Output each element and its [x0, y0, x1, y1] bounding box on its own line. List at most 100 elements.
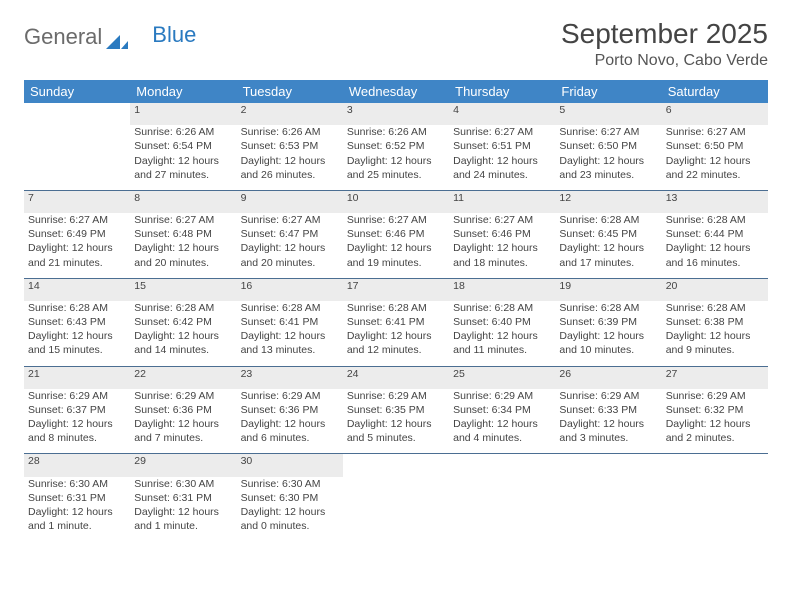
daylight-text: Daylight: 12 hours and 22 minutes. [666, 154, 764, 182]
sunset-text: Sunset: 6:51 PM [453, 139, 551, 153]
day-number-cell: 16 [237, 278, 343, 301]
weekday-header-row: Sunday Monday Tuesday Wednesday Thursday… [24, 80, 768, 103]
day-data-cell: Sunrise: 6:27 AMSunset: 6:50 PMDaylight:… [662, 125, 768, 190]
sunset-text: Sunset: 6:52 PM [347, 139, 445, 153]
weekday-header: Thursday [449, 80, 555, 103]
day-data-cell: Sunrise: 6:27 AMSunset: 6:51 PMDaylight:… [449, 125, 555, 190]
daylight-text: Daylight: 12 hours and 13 minutes. [241, 329, 339, 357]
daylight-text: Daylight: 12 hours and 25 minutes. [347, 154, 445, 182]
sunrise-text: Sunrise: 6:27 AM [347, 213, 445, 227]
day-data-cell: Sunrise: 6:28 AMSunset: 6:45 PMDaylight:… [555, 213, 661, 278]
logo-sail-icon [106, 29, 128, 45]
day-number-cell: 18 [449, 278, 555, 301]
day-number-row: 78910111213 [24, 190, 768, 213]
day-number-cell: 1 [130, 103, 236, 125]
day-data-cell [662, 477, 768, 542]
sunrise-text: Sunrise: 6:28 AM [559, 301, 657, 315]
daylight-text: Daylight: 12 hours and 0 minutes. [241, 505, 339, 533]
sunset-text: Sunset: 6:43 PM [28, 315, 126, 329]
day-number-cell: 6 [662, 103, 768, 125]
sunrise-text: Sunrise: 6:27 AM [28, 213, 126, 227]
day-data-cell [343, 477, 449, 542]
sunrise-text: Sunrise: 6:30 AM [241, 477, 339, 491]
daylight-text: Daylight: 12 hours and 7 minutes. [134, 417, 232, 445]
daylight-text: Daylight: 12 hours and 2 minutes. [666, 417, 764, 445]
logo: General Blue [24, 18, 196, 50]
sunset-text: Sunset: 6:35 PM [347, 403, 445, 417]
sunrise-text: Sunrise: 6:26 AM [347, 125, 445, 139]
day-number-cell [24, 103, 130, 125]
sunrise-text: Sunrise: 6:29 AM [241, 389, 339, 403]
sunset-text: Sunset: 6:32 PM [666, 403, 764, 417]
day-data-cell: Sunrise: 6:28 AMSunset: 6:44 PMDaylight:… [662, 213, 768, 278]
sunrise-text: Sunrise: 6:29 AM [134, 389, 232, 403]
daylight-text: Daylight: 12 hours and 23 minutes. [559, 154, 657, 182]
daylight-text: Daylight: 12 hours and 12 minutes. [347, 329, 445, 357]
day-number-cell [555, 454, 661, 477]
sunset-text: Sunset: 6:39 PM [559, 315, 657, 329]
day-data-cell: Sunrise: 6:30 AMSunset: 6:30 PMDaylight:… [237, 477, 343, 542]
day-data-cell [555, 477, 661, 542]
sunset-text: Sunset: 6:31 PM [28, 491, 126, 505]
sunrise-text: Sunrise: 6:30 AM [28, 477, 126, 491]
sunrise-text: Sunrise: 6:29 AM [666, 389, 764, 403]
day-number-cell: 8 [130, 190, 236, 213]
sunrise-text: Sunrise: 6:27 AM [559, 125, 657, 139]
day-number-row: 123456 [24, 103, 768, 125]
day-number-cell: 5 [555, 103, 661, 125]
daylight-text: Daylight: 12 hours and 10 minutes. [559, 329, 657, 357]
day-data-cell: Sunrise: 6:29 AMSunset: 6:34 PMDaylight:… [449, 389, 555, 454]
daylight-text: Daylight: 12 hours and 20 minutes. [241, 241, 339, 269]
sunrise-text: Sunrise: 6:30 AM [134, 477, 232, 491]
day-data-cell: Sunrise: 6:28 AMSunset: 6:38 PMDaylight:… [662, 301, 768, 366]
day-data-cell: Sunrise: 6:29 AMSunset: 6:36 PMDaylight:… [130, 389, 236, 454]
sunrise-text: Sunrise: 6:29 AM [559, 389, 657, 403]
sunset-text: Sunset: 6:53 PM [241, 139, 339, 153]
sunset-text: Sunset: 6:46 PM [347, 227, 445, 241]
calendar-table: Sunday Monday Tuesday Wednesday Thursday… [24, 80, 768, 541]
sunset-text: Sunset: 6:31 PM [134, 491, 232, 505]
day-number-cell [343, 454, 449, 477]
daylight-text: Daylight: 12 hours and 18 minutes. [453, 241, 551, 269]
day-number-cell: 12 [555, 190, 661, 213]
day-number-cell: 25 [449, 366, 555, 389]
day-number-cell: 7 [24, 190, 130, 213]
day-data-cell: Sunrise: 6:27 AMSunset: 6:50 PMDaylight:… [555, 125, 661, 190]
day-data-row: Sunrise: 6:27 AMSunset: 6:49 PMDaylight:… [24, 213, 768, 278]
day-data-cell: Sunrise: 6:27 AMSunset: 6:47 PMDaylight:… [237, 213, 343, 278]
daylight-text: Daylight: 12 hours and 11 minutes. [453, 329, 551, 357]
day-number-cell: 11 [449, 190, 555, 213]
day-data-cell: Sunrise: 6:30 AMSunset: 6:31 PMDaylight:… [130, 477, 236, 542]
sunset-text: Sunset: 6:34 PM [453, 403, 551, 417]
day-number-cell [662, 454, 768, 477]
sunrise-text: Sunrise: 6:28 AM [134, 301, 232, 315]
weekday-header: Tuesday [237, 80, 343, 103]
sunset-text: Sunset: 6:42 PM [134, 315, 232, 329]
sunset-text: Sunset: 6:36 PM [241, 403, 339, 417]
sunrise-text: Sunrise: 6:26 AM [134, 125, 232, 139]
day-data-row: Sunrise: 6:29 AMSunset: 6:37 PMDaylight:… [24, 389, 768, 454]
daylight-text: Daylight: 12 hours and 14 minutes. [134, 329, 232, 357]
weekday-header: Wednesday [343, 80, 449, 103]
day-number-cell: 3 [343, 103, 449, 125]
day-number-row: 21222324252627 [24, 366, 768, 389]
sunrise-text: Sunrise: 6:28 AM [28, 301, 126, 315]
day-data-cell: Sunrise: 6:28 AMSunset: 6:41 PMDaylight:… [237, 301, 343, 366]
day-number-cell: 23 [237, 366, 343, 389]
sunrise-text: Sunrise: 6:28 AM [241, 301, 339, 315]
day-number-cell: 2 [237, 103, 343, 125]
day-number-cell: 9 [237, 190, 343, 213]
sunset-text: Sunset: 6:54 PM [134, 139, 232, 153]
weekday-header: Sunday [24, 80, 130, 103]
day-data-row: Sunrise: 6:30 AMSunset: 6:31 PMDaylight:… [24, 477, 768, 542]
daylight-text: Daylight: 12 hours and 19 minutes. [347, 241, 445, 269]
daylight-text: Daylight: 12 hours and 6 minutes. [241, 417, 339, 445]
sunrise-text: Sunrise: 6:29 AM [453, 389, 551, 403]
sunrise-text: Sunrise: 6:28 AM [453, 301, 551, 315]
sunset-text: Sunset: 6:45 PM [559, 227, 657, 241]
day-number-cell: 4 [449, 103, 555, 125]
sunset-text: Sunset: 6:50 PM [559, 139, 657, 153]
sunrise-text: Sunrise: 6:27 AM [453, 213, 551, 227]
daylight-text: Daylight: 12 hours and 3 minutes. [559, 417, 657, 445]
day-number-row: 14151617181920 [24, 278, 768, 301]
